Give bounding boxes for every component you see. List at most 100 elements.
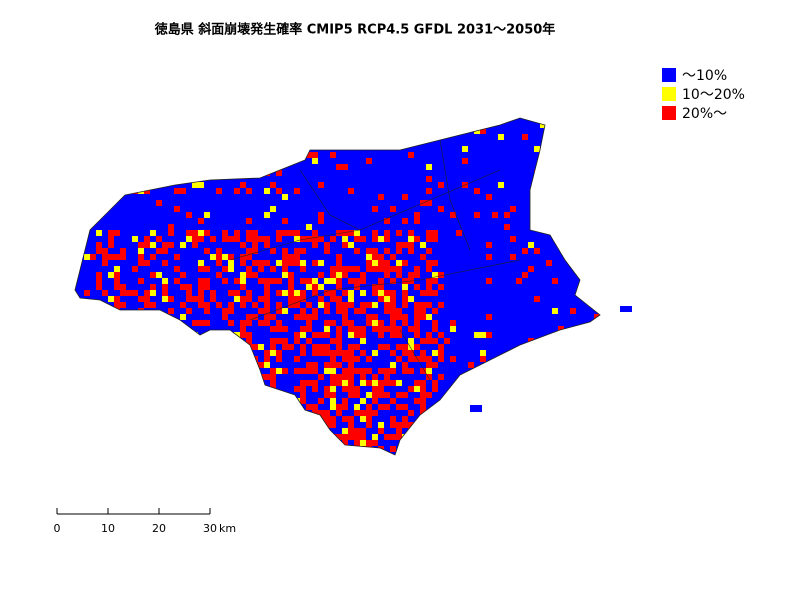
- map-cell: [282, 398, 288, 404]
- map-cell: [258, 308, 264, 314]
- map-cell: [234, 386, 240, 392]
- map-cell: [252, 302, 258, 308]
- map-cell: [258, 278, 264, 284]
- map-cell: [450, 320, 456, 326]
- map-cell: [216, 164, 222, 170]
- map-cell: [120, 314, 126, 320]
- map-cell: [258, 128, 264, 134]
- map-cell: [396, 404, 402, 410]
- map-cell: [336, 380, 342, 386]
- map-cell: [300, 380, 306, 386]
- map-cell: [246, 416, 252, 422]
- map-cell: [246, 386, 252, 392]
- map-cell: [96, 230, 102, 236]
- map-cell: [156, 380, 162, 386]
- map-cell: [402, 260, 408, 266]
- map-cell: [318, 296, 324, 302]
- map-cell: [432, 434, 438, 440]
- map-cell: [402, 416, 408, 422]
- map-cell: [414, 332, 420, 338]
- map-cell: [264, 302, 270, 308]
- map-cell: [576, 218, 582, 224]
- map-cell: [432, 272, 438, 278]
- map-cell: [246, 158, 252, 164]
- map-cell: [306, 404, 312, 410]
- map-cell: [498, 134, 504, 140]
- map-cell: [336, 410, 342, 416]
- map-cell: [234, 278, 240, 284]
- map-cell: [492, 212, 498, 218]
- map-cell: [348, 290, 354, 296]
- map-cell: [414, 356, 420, 362]
- map-cell: [276, 290, 282, 296]
- map-cell: [210, 290, 216, 296]
- map-cell: [618, 410, 624, 416]
- map-cell: [246, 332, 252, 338]
- map-cell: [234, 140, 240, 146]
- map-cell: [114, 314, 120, 320]
- map-cell: [342, 380, 348, 386]
- legend-label: 20%～: [682, 106, 727, 122]
- map-cell: [372, 434, 378, 440]
- map-cell: [120, 332, 126, 338]
- map-cell: [234, 356, 240, 362]
- map-cell: [264, 188, 270, 194]
- map-cell: [276, 458, 282, 464]
- map-cell: [330, 398, 336, 404]
- map-cell: [552, 278, 558, 284]
- map-cell: [402, 362, 408, 368]
- map-cell: [486, 446, 492, 452]
- map-cell: [96, 158, 102, 164]
- map-cell: [372, 284, 378, 290]
- map-cell: [234, 118, 240, 122]
- map-cell: [264, 260, 270, 266]
- map-cell: [534, 248, 540, 254]
- map-cell: [216, 260, 222, 266]
- map-cell: [126, 434, 132, 440]
- map-cell: [324, 416, 330, 422]
- map-cell: [366, 422, 372, 428]
- map-cell: [348, 188, 354, 194]
- map-cell: [330, 152, 336, 158]
- map-cell: [114, 302, 120, 308]
- map-cell: [198, 218, 204, 224]
- map-cell: [246, 464, 252, 470]
- map-cell: [198, 302, 204, 308]
- map-cell: [384, 296, 390, 302]
- map-cell: [396, 434, 402, 440]
- map-cell: [180, 284, 186, 290]
- map-cell: [414, 212, 420, 218]
- map-cell: [426, 368, 432, 374]
- map-cell: [264, 320, 270, 326]
- map-cell: [384, 290, 390, 296]
- map-cell: [318, 212, 324, 218]
- map-cell: [144, 290, 150, 296]
- map-cell: [432, 260, 438, 266]
- map-cell: [396, 392, 402, 398]
- map-cell: [456, 230, 462, 236]
- map-cell: [246, 368, 252, 374]
- map-cell: [504, 356, 510, 362]
- map-cell: [420, 428, 426, 434]
- map-cell: [318, 218, 324, 224]
- map-cell: [120, 362, 126, 368]
- map-cell: [282, 308, 288, 314]
- map-cell: [528, 404, 534, 410]
- map-cell: [432, 386, 438, 392]
- map-cell: [276, 278, 282, 284]
- map-cell: [408, 296, 414, 302]
- map-cell: [426, 176, 432, 182]
- map-cell: [378, 278, 384, 284]
- map-cell: [552, 374, 558, 380]
- map-cell: [378, 452, 384, 455]
- map-cell: [426, 200, 432, 206]
- map-cell: [426, 392, 432, 398]
- map-cell: [402, 368, 408, 374]
- map-cell: [198, 236, 204, 242]
- map-cell: [114, 296, 120, 302]
- map-cell: [306, 236, 312, 242]
- map-cell: [222, 266, 228, 272]
- map-cell: [288, 410, 294, 416]
- map-cell: [348, 296, 354, 302]
- map-cell: [348, 350, 354, 356]
